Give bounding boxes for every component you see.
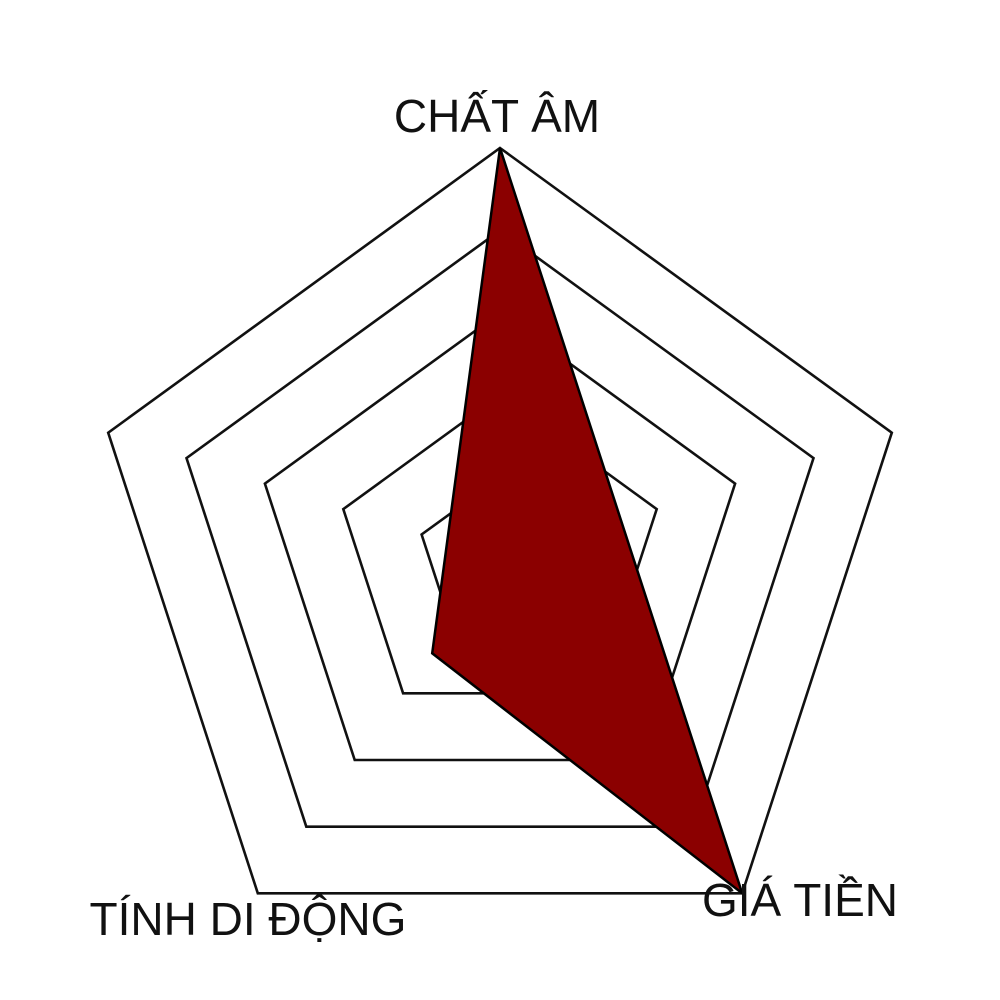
axis-label-gia-tien: GIÁ TIỀN — [702, 874, 898, 926]
axis-label-tinh-di-dong: TÍNH DI ĐỘNG — [90, 893, 407, 945]
grid-ring-4 — [184, 228, 816, 829]
axis-label-chat-am: CHẤT ÂM — [394, 90, 600, 142]
grid-ring-5 — [106, 146, 894, 895]
radar-series — [430, 147, 745, 897]
radar-grid — [106, 146, 894, 895]
series-area-0 — [430, 147, 745, 897]
grid-ring-3 — [263, 311, 737, 762]
